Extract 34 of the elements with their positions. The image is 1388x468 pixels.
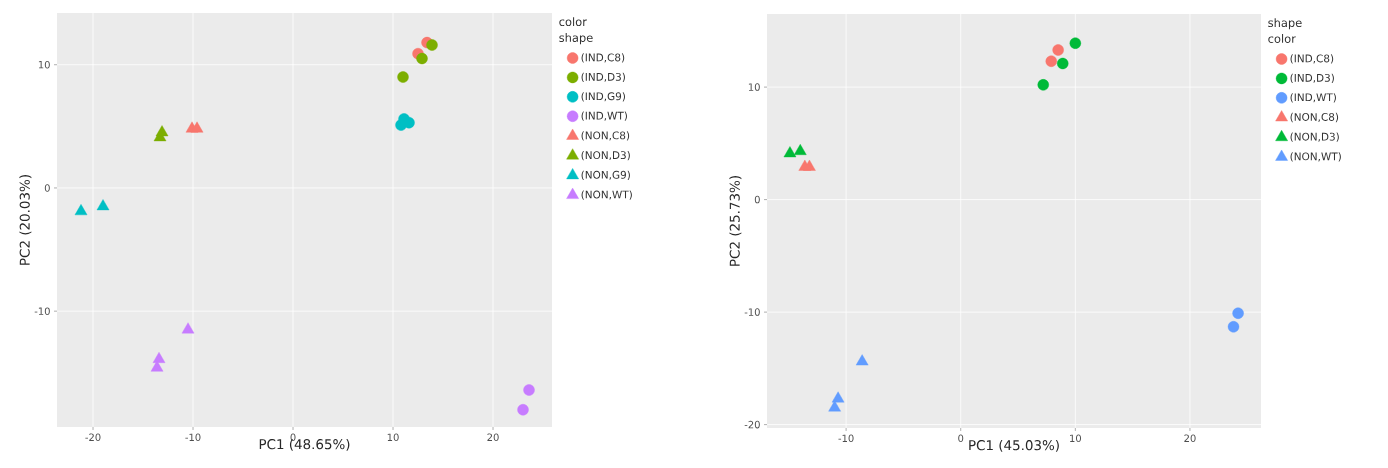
legend-label: (IND,G9) <box>581 92 625 102</box>
legend-title: shape color <box>1268 18 1302 43</box>
y-tick-label: 10 <box>748 83 760 91</box>
legend-label: (NON,WT) <box>581 190 632 200</box>
x-tick-label: 20 <box>487 433 499 442</box>
legend-label: (IND,C8) <box>1290 54 1334 64</box>
x-tick-label: 0 <box>958 434 964 443</box>
y-tick-label: 0 <box>44 184 50 192</box>
y-axis-title: PC2 (20.03%) <box>19 175 32 265</box>
legend-label: (NON,D3) <box>1290 132 1339 142</box>
x-tick-label: 20 <box>1184 434 1196 443</box>
legend-title: color shape <box>559 17 593 45</box>
y-tick-label: -10 <box>34 307 50 315</box>
legend-label: (IND,WT) <box>581 111 627 121</box>
y-tick-label: -10 <box>744 308 760 316</box>
x-tick-label: -10 <box>838 434 854 443</box>
legend-label: (NON,C8) <box>1290 112 1339 123</box>
y-axis-title: PC2 (25.73%) <box>729 176 742 266</box>
legend-label: (NON,C8) <box>581 131 630 141</box>
x-axis-title: PC1 (45.03%) <box>969 439 1059 452</box>
x-tick-label: -20 <box>85 433 101 442</box>
legend-label: (IND,WT) <box>1290 93 1336 103</box>
y-tick-label: 0 <box>754 195 760 204</box>
x-tick-label: -10 <box>185 433 201 442</box>
y-tick-label: -20 <box>744 420 760 429</box>
x-tick-label: 10 <box>387 433 399 442</box>
legend-label: (IND,D3) <box>1290 73 1334 84</box>
x-tick-label: 10 <box>1070 434 1082 443</box>
legend-label: (NON,WT) <box>1290 152 1341 162</box>
y-tick-label: 10 <box>38 60 50 69</box>
legend-label: (IND,C8) <box>581 53 625 63</box>
legend-label: (IND,D3) <box>581 72 625 83</box>
legend-label: (NON,G9) <box>581 170 630 180</box>
legend-label: (NON,D3) <box>581 150 630 161</box>
